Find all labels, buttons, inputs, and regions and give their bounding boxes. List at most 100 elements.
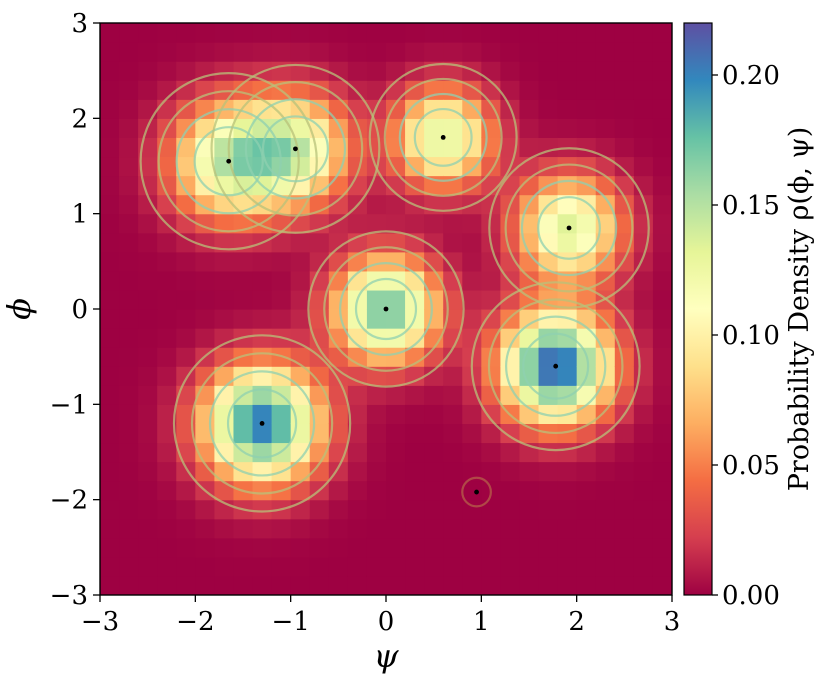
heatmap-cell (138, 232, 158, 253)
heatmap-cell (195, 251, 215, 272)
peak-marker (440, 135, 446, 140)
heatmap-cell (176, 213, 196, 234)
heatmap-cell (652, 480, 672, 501)
heatmap-cell (252, 251, 273, 272)
heatmap-cell (557, 347, 578, 367)
heatmap-cell (614, 328, 635, 348)
heatmap-cell (214, 556, 235, 577)
heatmap-cell (481, 404, 501, 424)
heatmap-cell (538, 442, 559, 463)
heatmap-cell (271, 575, 292, 595)
heatmap-cell (386, 289, 406, 310)
heatmap-cell (290, 537, 311, 558)
heatmap-cell (290, 42, 311, 62)
heatmap-cell (138, 423, 158, 444)
heatmap-cell (443, 442, 463, 463)
heatmap-cell (557, 194, 578, 215)
heatmap-cell (138, 156, 158, 177)
heatmap-cell (195, 23, 215, 43)
heatmap-cell (157, 23, 177, 43)
heatmap-cell (595, 61, 616, 81)
heatmap-cell (386, 499, 406, 520)
heatmap-cell (595, 80, 616, 100)
heatmap-cell (614, 366, 635, 386)
heatmap-cell (100, 328, 120, 348)
heatmap-cell (614, 42, 635, 62)
heatmap-cell (500, 366, 521, 386)
heatmap-cell (500, 328, 521, 348)
heatmap-cell (138, 80, 158, 100)
heatmap-cell (405, 404, 425, 424)
heatmap-cell (252, 99, 273, 119)
heatmap-cell (595, 347, 616, 367)
heatmap-cell (366, 289, 387, 310)
heatmap-cell (443, 366, 463, 386)
heatmap-cell (443, 518, 463, 539)
heatmap-cell (595, 461, 616, 482)
heatmap-cell (290, 194, 311, 215)
heatmap-cell (652, 404, 672, 424)
contour-line (504, 163, 634, 293)
heatmap-cell (557, 42, 578, 62)
heatmap-cell (290, 289, 311, 310)
heatmap-cell (386, 213, 406, 234)
heatmap-cell (462, 385, 482, 405)
heatmap-cell (538, 461, 559, 482)
x-tick-label: 0 (378, 607, 395, 637)
heatmap-cell (443, 499, 463, 520)
heatmap-cell (366, 385, 387, 405)
heatmap-cell (252, 480, 273, 501)
heatmap-cell (652, 461, 672, 482)
heatmap-cell (386, 194, 406, 215)
heatmap-cell (538, 118, 559, 138)
heatmap-cell (233, 309, 254, 329)
heatmap-cell (538, 537, 559, 558)
contour-line (244, 98, 347, 200)
heatmap-cell (652, 80, 672, 100)
heatmap-cell (309, 42, 330, 62)
heatmap-cell (652, 251, 672, 272)
heatmap-cell (424, 575, 444, 595)
heatmap-cell (595, 309, 616, 329)
heatmap-cell (347, 537, 368, 558)
heatmap-cell (233, 251, 254, 272)
heatmap-cell (328, 537, 349, 558)
heatmap-cell (328, 118, 349, 138)
contour-line (537, 196, 601, 260)
heatmap-cell (633, 385, 654, 405)
heatmap-cell (271, 289, 292, 310)
heatmap-cell (366, 575, 387, 595)
heatmap-cell (347, 42, 368, 62)
heatmap-cell (481, 213, 501, 234)
heatmap-cell (328, 575, 349, 595)
heatmap-cell (214, 270, 235, 291)
heatmap-cell (595, 23, 616, 43)
heatmap-cell (271, 423, 292, 444)
heatmap-cell (500, 499, 521, 520)
contour-line (190, 352, 334, 495)
heatmap-cell (405, 518, 425, 539)
heatmap-cell (271, 61, 292, 81)
heatmap-cell (576, 194, 597, 215)
heatmap-cell (481, 461, 501, 482)
heatmap-cell (176, 499, 196, 520)
heatmap-cell (347, 385, 368, 405)
heatmap-cell (157, 404, 177, 424)
heatmap-cell (538, 213, 559, 234)
heatmap-cell (519, 61, 540, 81)
y-tick-label: −3 (50, 581, 88, 611)
heatmap-cell (119, 404, 139, 424)
heatmap-cell (119, 518, 139, 539)
heatmap-cell (652, 366, 672, 386)
heatmap-cell (366, 194, 387, 215)
heatmap-cell (309, 366, 330, 386)
heatmap-cell (519, 499, 540, 520)
heatmap-cell (462, 423, 482, 444)
heatmap-cell (557, 480, 578, 501)
heatmap-cell (119, 480, 139, 501)
heatmap-cell (214, 385, 235, 405)
heatmap-cell (424, 289, 444, 310)
heatmap-cell (214, 366, 235, 386)
heatmap-cell (366, 213, 387, 234)
contour-line (461, 476, 492, 508)
